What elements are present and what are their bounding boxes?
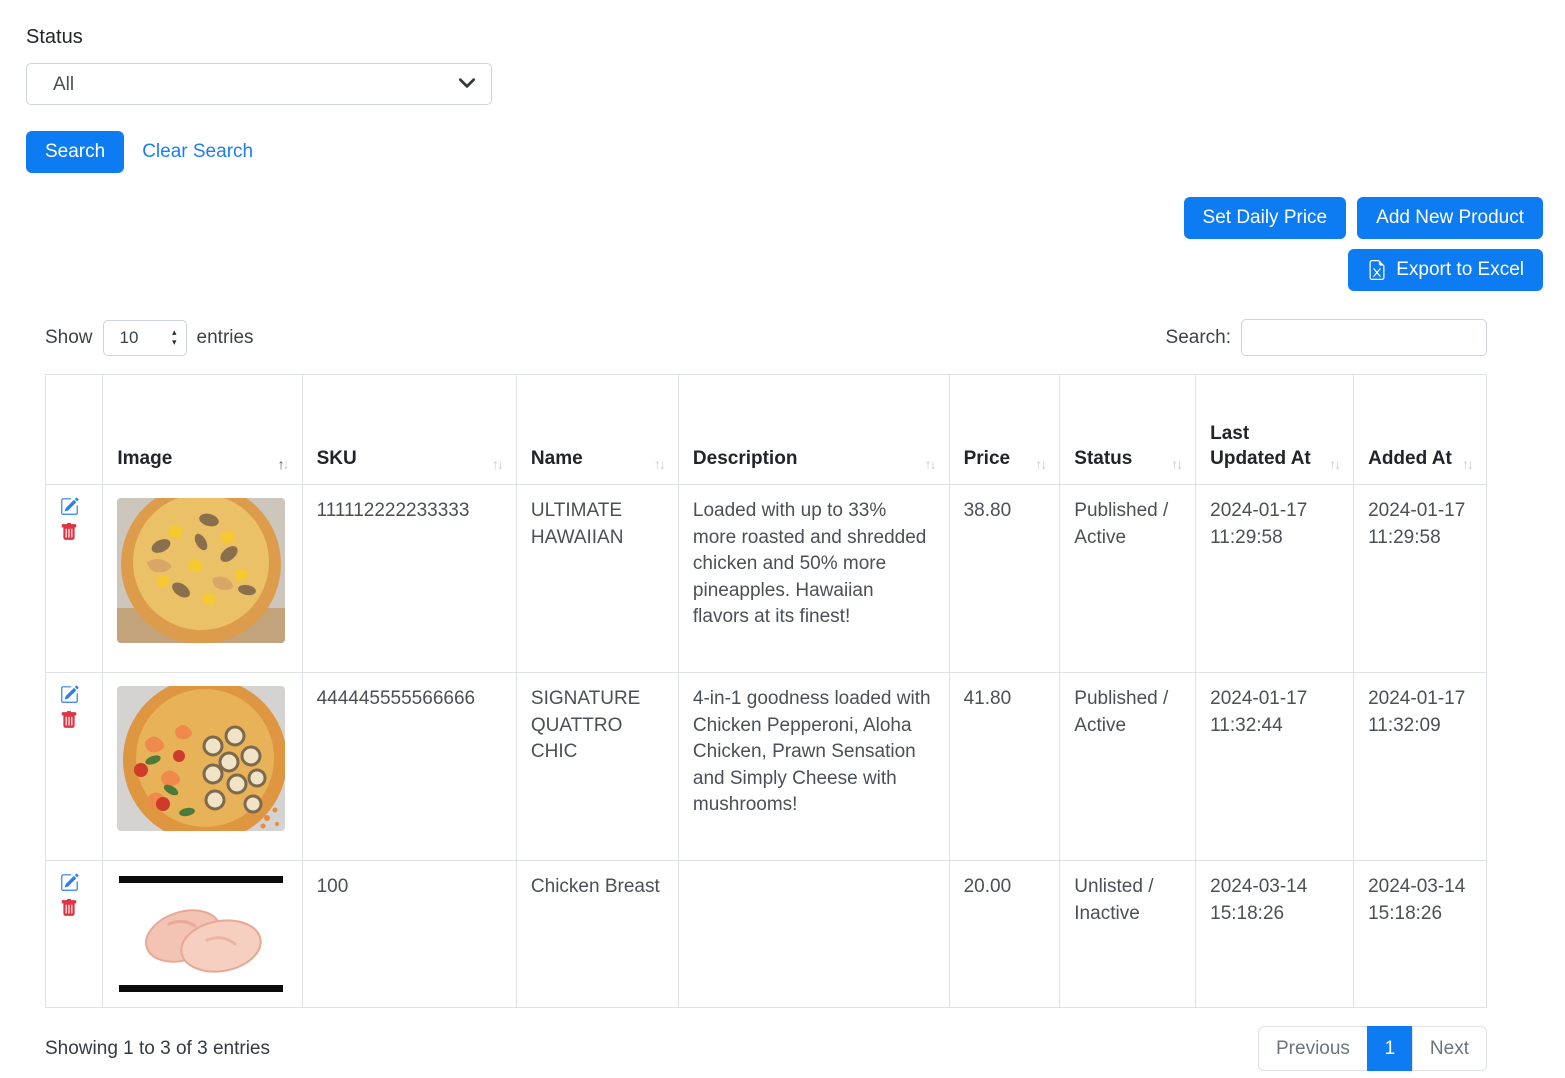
name-cell: SIGNATURE QUATTRO CHIC — [515, 672, 679, 861]
pencil-square-icon — [60, 497, 79, 519]
entries-label: entries — [196, 326, 254, 348]
row-actions-cell — [44, 672, 104, 861]
description-cell: 4-in-1 goodness loaded with Chicken Pepp… — [677, 672, 950, 861]
status-filter: All — [26, 63, 492, 105]
header-image[interactable]: Image — [102, 374, 303, 485]
products-table: Image SKU Name Description — [44, 374, 1487, 1008]
header-name[interactable]: Name — [515, 374, 679, 485]
edit-button[interactable] — [58, 683, 81, 709]
header-description[interactable]: Description — [677, 374, 950, 485]
sort-icon — [488, 456, 502, 472]
page-size-select[interactable]: 10 — [102, 319, 187, 356]
price-cell: 41.80 — [948, 672, 1061, 861]
sort-icon — [1325, 456, 1339, 472]
header-status[interactable]: Status — [1059, 374, 1197, 485]
header-sku[interactable]: SKU — [301, 374, 517, 485]
added-at-cell: 2024-01-17 11:29:58 — [1353, 484, 1487, 673]
sku-cell: 100 — [301, 860, 517, 1008]
table-search-control: Search: — [1166, 319, 1487, 356]
clear-search-link[interactable]: Clear Search — [142, 141, 254, 162]
price-cell: 20.00 — [948, 860, 1061, 1008]
header-added-at[interactable]: Added At — [1353, 374, 1487, 485]
previous-page-button[interactable]: Previous — [1258, 1026, 1368, 1071]
status-cell: Published / Active — [1059, 672, 1197, 861]
toolbar: Set Daily Price Add New Product Export t… — [26, 197, 1543, 291]
table-row: 111112222233333 ULTIMATE HAWAIIAN Loaded… — [44, 484, 1487, 673]
status-cell: Published / Active — [1059, 484, 1197, 673]
entries-summary: Showing 1 to 3 of 3 entries — [45, 1037, 270, 1059]
image-cell — [102, 484, 303, 673]
datatable-zone: Show 10 ▴ ▾ entries Search: — [44, 319, 1487, 1071]
sort-icon — [921, 456, 935, 472]
set-daily-price-button[interactable]: Set Daily Price — [1183, 197, 1347, 239]
image-cell — [102, 860, 303, 1008]
next-page-button[interactable]: Next — [1411, 1026, 1487, 1071]
sku-cell: 444445555566666 — [301, 672, 517, 861]
trash-icon — [60, 899, 78, 920]
pencil-square-icon — [60, 685, 79, 707]
header-last-updated-at[interactable]: Last Updated At — [1195, 374, 1355, 485]
status-select[interactable]: All — [26, 63, 492, 105]
sku-cell: 111112222233333 — [301, 484, 517, 673]
sort-icon — [650, 456, 664, 472]
description-cell: Loaded with up to 33% more roasted and s… — [677, 484, 950, 673]
page-1-button[interactable]: 1 — [1366, 1026, 1413, 1071]
page-length-control: Show 10 ▴ ▾ entries — [45, 319, 254, 356]
product-image-chicken-breast — [117, 874, 286, 994]
price-cell: 38.80 — [948, 484, 1061, 673]
delete-button[interactable] — [58, 897, 80, 922]
table-row: 444445555566666 SIGNATURE QUATTRO CHIC 4… — [44, 672, 1487, 861]
show-label: Show — [45, 326, 93, 348]
added-at-cell: 2024-03-14 15:18:26 — [1353, 860, 1487, 1008]
table-search-label: Search: — [1165, 326, 1231, 348]
table-header-row: Image SKU Name Description — [44, 374, 1487, 485]
edit-button[interactable] — [58, 495, 81, 521]
add-new-product-button[interactable]: Add New Product — [1357, 197, 1543, 239]
trash-icon — [60, 523, 78, 544]
sort-icon — [274, 456, 288, 472]
table-row: 100 Chicken Breast 20.00 Unlisted / Inac… — [44, 860, 1487, 1008]
excel-file-icon — [1367, 260, 1387, 280]
name-cell: ULTIMATE HAWAIIAN — [515, 484, 679, 673]
header-price[interactable]: Price — [948, 374, 1061, 485]
delete-button[interactable] — [58, 521, 80, 546]
pencil-square-icon — [60, 873, 79, 895]
sort-icon — [1458, 456, 1472, 472]
row-actions-cell — [44, 484, 104, 673]
export-to-excel-label: Export to Excel — [1396, 259, 1524, 280]
search-button[interactable]: Search — [26, 131, 125, 173]
delete-button[interactable] — [58, 709, 80, 734]
trash-icon — [60, 711, 78, 732]
name-cell: Chicken Breast — [515, 860, 679, 1008]
status-cell: Unlisted / Inactive — [1059, 860, 1197, 1008]
product-image-quattro — [117, 686, 286, 831]
edit-button[interactable] — [58, 871, 81, 897]
sort-icon — [1031, 456, 1045, 472]
last-updated-cell: 2024-01-17 11:32:44 — [1195, 672, 1355, 861]
pagination: Previous 1 Next — [1258, 1026, 1487, 1071]
description-cell — [677, 860, 950, 1008]
product-image-hawaiian — [117, 498, 286, 643]
row-actions-cell — [44, 860, 104, 1008]
export-to-excel-button[interactable]: Export to Excel — [1348, 249, 1543, 291]
last-updated-cell: 2024-01-17 11:29:58 — [1195, 484, 1355, 673]
sort-icon — [1167, 456, 1181, 472]
header-actions — [44, 374, 104, 485]
last-updated-cell: 2024-03-14 15:18:26 — [1195, 860, 1355, 1008]
table-search-input[interactable] — [1241, 319, 1487, 356]
added-at-cell: 2024-01-17 11:32:09 — [1353, 672, 1487, 861]
status-filter-label: Status — [26, 26, 83, 48]
image-cell — [102, 672, 303, 861]
